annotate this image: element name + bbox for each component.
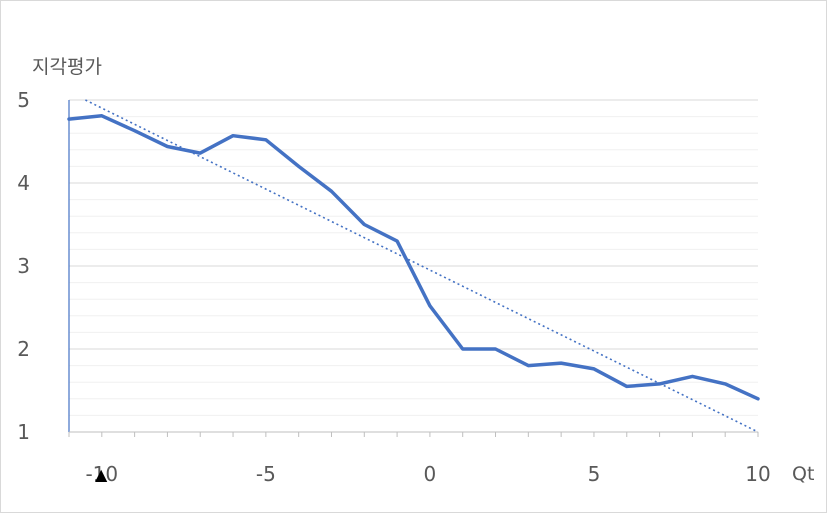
- tick-labels: 1 2 3 4 5 -10 -5 0 5 10: [17, 88, 770, 486]
- x-tick-label: -5: [256, 462, 276, 486]
- linear-trendline: [85, 99, 759, 433]
- trendline-layer: [85, 99, 759, 433]
- x-tick-label: 0: [424, 462, 437, 486]
- y-tick-label: 1: [17, 420, 30, 444]
- y-tick-label: 4: [17, 171, 30, 195]
- series-layer: [67, 114, 760, 401]
- x-axis-label: Qt: [792, 463, 814, 485]
- triangle-annotation: ▲: [95, 465, 108, 484]
- x-tick-label: 5: [588, 462, 601, 486]
- series-line: [67, 114, 760, 401]
- axes: [68, 100, 759, 437]
- y-axis-label: 지각평가: [32, 56, 102, 78]
- y-tick-label: 3: [17, 254, 30, 278]
- x-tick-label: -10: [85, 462, 118, 486]
- y-tick-label: 5: [17, 88, 30, 112]
- y-tick-label: 2: [17, 337, 30, 361]
- x-tick-label: 10: [745, 462, 770, 486]
- gridlines: [69, 99, 758, 433]
